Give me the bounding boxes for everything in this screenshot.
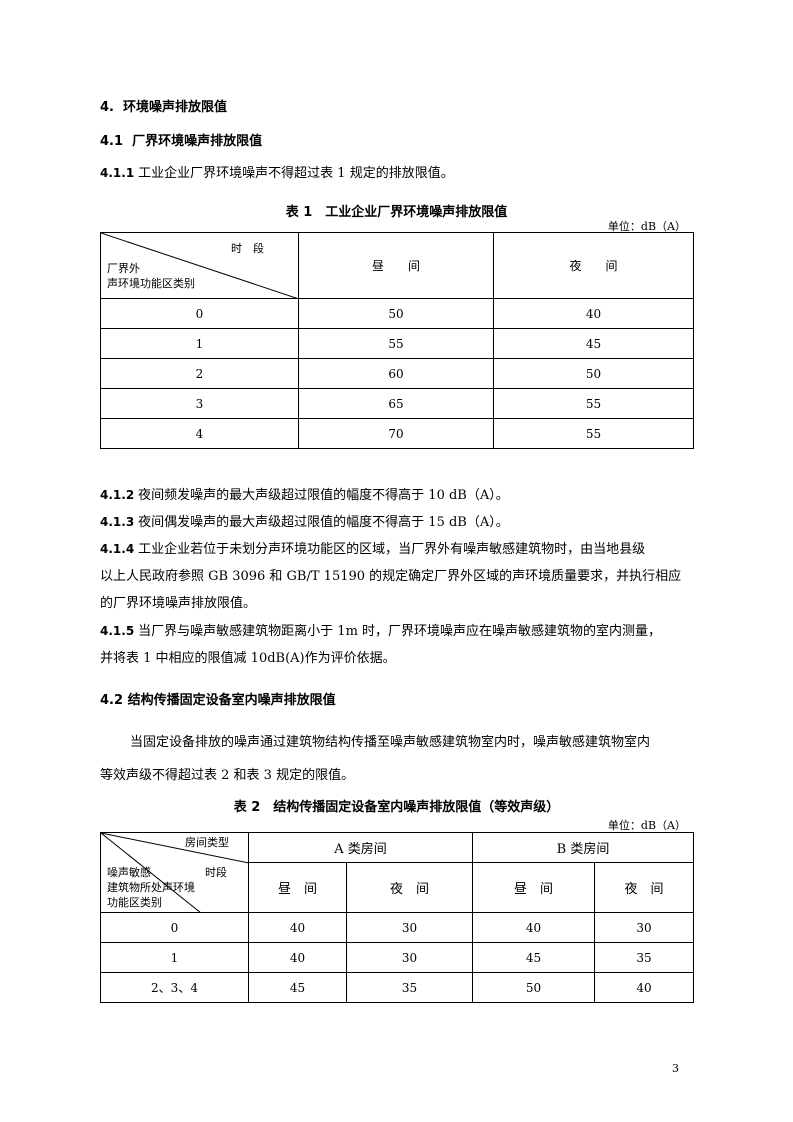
table-row: 3 65 55 [100, 388, 694, 419]
cell: 3 [100, 388, 299, 419]
clause-4-1-1: 4.1.1 工业企业厂界环境噪声不得超过表 1 规定的排放限值。 [100, 166, 454, 181]
cell: 0 [100, 298, 299, 329]
header-night: 夜 间 [493, 232, 694, 299]
page-number: 3 [672, 1062, 679, 1075]
corner-label-room-type: 房间类型 [185, 836, 229, 849]
cell: 40 [594, 972, 694, 1003]
section-4-2-heading: 4.2 结构传播固定设备室内噪声排放限值 [100, 693, 336, 708]
cell: 50 [472, 972, 595, 1003]
cell: 45 [493, 328, 694, 359]
cell: 45 [248, 972, 347, 1003]
cell: 55 [493, 388, 694, 419]
section-4-heading: 4. 环境噪声排放限值 [100, 100, 228, 115]
cell: 40 [493, 298, 694, 329]
table-row: 1 55 45 [100, 328, 694, 359]
cell: 40 [248, 912, 347, 943]
table-row: 2 60 50 [100, 358, 694, 389]
cell: 30 [346, 912, 473, 943]
table-row: 4 70 55 [100, 418, 694, 449]
cell: 50 [298, 298, 494, 329]
cell: 40 [248, 942, 347, 973]
cell: 45 [472, 942, 595, 973]
table-row: 1 40 30 45 35 [100, 942, 694, 973]
clause-4-1-5: 4.1.5 当厂界与噪声敏感建筑物距离小于 1m 时，厂界环境噪声应在噪声敏感建筑… [100, 624, 662, 639]
cell: 40 [472, 912, 595, 943]
cell: 2、3、4 [100, 972, 249, 1003]
cell: 60 [298, 358, 494, 389]
header-day: 昼 间 [298, 232, 494, 299]
paragraph-4-2-line2: 等效声级不得超过表 2 和表 3 规定的限值。 [100, 768, 355, 783]
table-1: 时 段 厂界外 声环境功能区类别 昼 间 夜 间 0 50 40 1 55 45 2 60 5… [100, 232, 694, 449]
header-b-night: 夜 间 [594, 862, 694, 913]
table-row: 0 40 30 40 30 [100, 912, 694, 943]
header-b-day: 昼 间 [472, 862, 595, 913]
paragraph-4-2-line1: 当固定设备排放的噪声通过建筑物结构传播至噪声敏感建筑物室内时，噪声敏感建筑物室内 [130, 735, 651, 750]
table-2-caption: 表 2 结构传播固定设备室内噪声排放限值（等效声级） [233, 800, 560, 815]
cell: 55 [298, 328, 494, 359]
table-2: 房间类型 时段 噪声敏感 建筑物所处声环境 功能区类别 A 类房间 B 类房间 昼 … [100, 832, 694, 1003]
table-1-caption: 表 1 工业企业厂界环境噪声排放限值 [285, 205, 508, 220]
cell: 0 [100, 912, 249, 943]
table-1-unit: 单位：dB（A） [607, 220, 686, 233]
corner-label-class: 厂界外 声环境功能区类别 [107, 262, 195, 290]
section-4-1-heading: 4.1 厂界环境噪声排放限值 [100, 134, 263, 149]
table-2-unit: 单位：dB（A） [607, 819, 686, 832]
clause-4-1-4: 4.1.4 工业企业若位于未划分声环境功能区的区域，当厂界外有噪声敏感建筑物时，由… [100, 542, 646, 557]
corner-label-period: 时段 [205, 866, 227, 879]
clause-4-1-5-line2: 并将表 1 中相应的限值减 10dB(A)作为评价依据。 [100, 651, 396, 666]
table-2-corner-header: 房间类型 时段 噪声敏感 建筑物所处声环境 功能区类别 [100, 832, 249, 913]
clause-4-1-4-line2: 以上人民政府参照 GB 3096 和 GB/T 15190 的规定确定厂界外区域… [100, 569, 682, 584]
clause-4-1-2: 4.1.2 夜间频发噪声的最大声级超过限值的幅度不得高于 10 dB（A）。 [100, 488, 509, 503]
cell: 30 [594, 912, 694, 943]
cell: 35 [346, 972, 473, 1003]
cell: 30 [346, 942, 473, 973]
table-row: 2、3、4 45 35 50 40 [100, 972, 694, 1003]
table-row: 0 50 40 [100, 298, 694, 329]
diagonal-lines [101, 833, 249, 913]
table-1-corner-header: 时 段 厂界外 声环境功能区类别 [100, 232, 299, 299]
cell: 50 [493, 358, 694, 389]
header-a-night: 夜 间 [346, 862, 473, 913]
cell: 2 [100, 358, 299, 389]
header-room-b: B 类房间 [472, 832, 694, 863]
cell: 65 [298, 388, 494, 419]
clause-4-1-4-line3: 的厂界环境噪声排放限值。 [100, 596, 257, 611]
header-room-a: A 类房间 [248, 832, 473, 863]
cell: 1 [100, 942, 249, 973]
corner-label-class: 噪声敏感 建筑物所处声环境 功能区类别 [107, 866, 195, 909]
clause-4-1-3: 4.1.3 夜间偶发噪声的最大声级超过限值的幅度不得高于 15 dB（A）。 [100, 515, 509, 530]
header-a-day: 昼 间 [248, 862, 347, 913]
cell: 70 [298, 418, 494, 449]
corner-label-period: 时 段 [231, 242, 264, 255]
cell: 55 [493, 418, 694, 449]
diagonal-line [101, 233, 299, 299]
cell: 1 [100, 328, 299, 359]
cell: 4 [100, 418, 299, 449]
cell: 35 [594, 942, 694, 973]
